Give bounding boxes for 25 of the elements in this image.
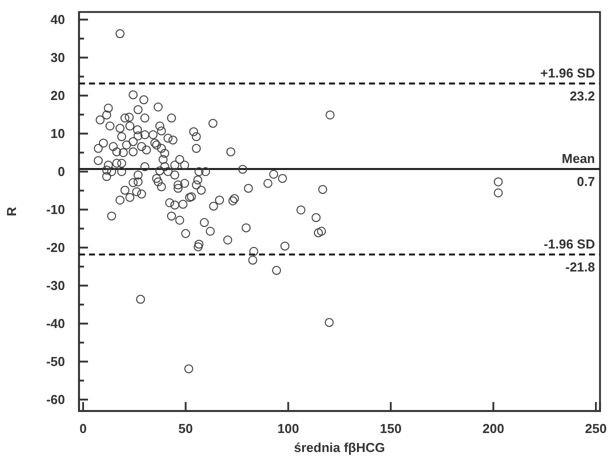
y-tick-label: -50 <box>46 354 65 369</box>
x-axis-title: średnia fβHCG <box>294 440 386 455</box>
x-tick-label: 0 <box>79 421 87 436</box>
x-tick-label: 100 <box>277 421 300 436</box>
annotation: 0.7 <box>576 174 595 189</box>
y-tick-label: 20 <box>50 88 65 103</box>
y-tick-label: 30 <box>50 50 65 65</box>
ref-line-label: Mean <box>562 150 596 166</box>
y-axis-title: R <box>4 206 19 216</box>
y-tick-label: -40 <box>46 316 65 331</box>
x-tick-label: 250 <box>585 421 607 436</box>
y-tick-label: 0 <box>58 164 65 179</box>
x-tick-label: 50 <box>178 421 193 436</box>
y-tick-label: -20 <box>46 240 65 255</box>
y-tick-label: -60 <box>46 392 65 407</box>
annotation: 23.2 <box>570 88 595 104</box>
x-tick-label: 200 <box>482 421 504 436</box>
y-tick-label: 40 <box>50 12 65 27</box>
y-tick-label: -10 <box>46 202 65 217</box>
ref-line-label: +1.96 SD <box>540 65 595 80</box>
y-tick-label: -30 <box>46 278 65 293</box>
annotation: -21.8 <box>565 259 595 274</box>
x-tick-label: 150 <box>380 421 402 436</box>
ref-line-label: -1.96 SD <box>544 236 595 252</box>
y-tick-label: 10 <box>50 126 65 141</box>
